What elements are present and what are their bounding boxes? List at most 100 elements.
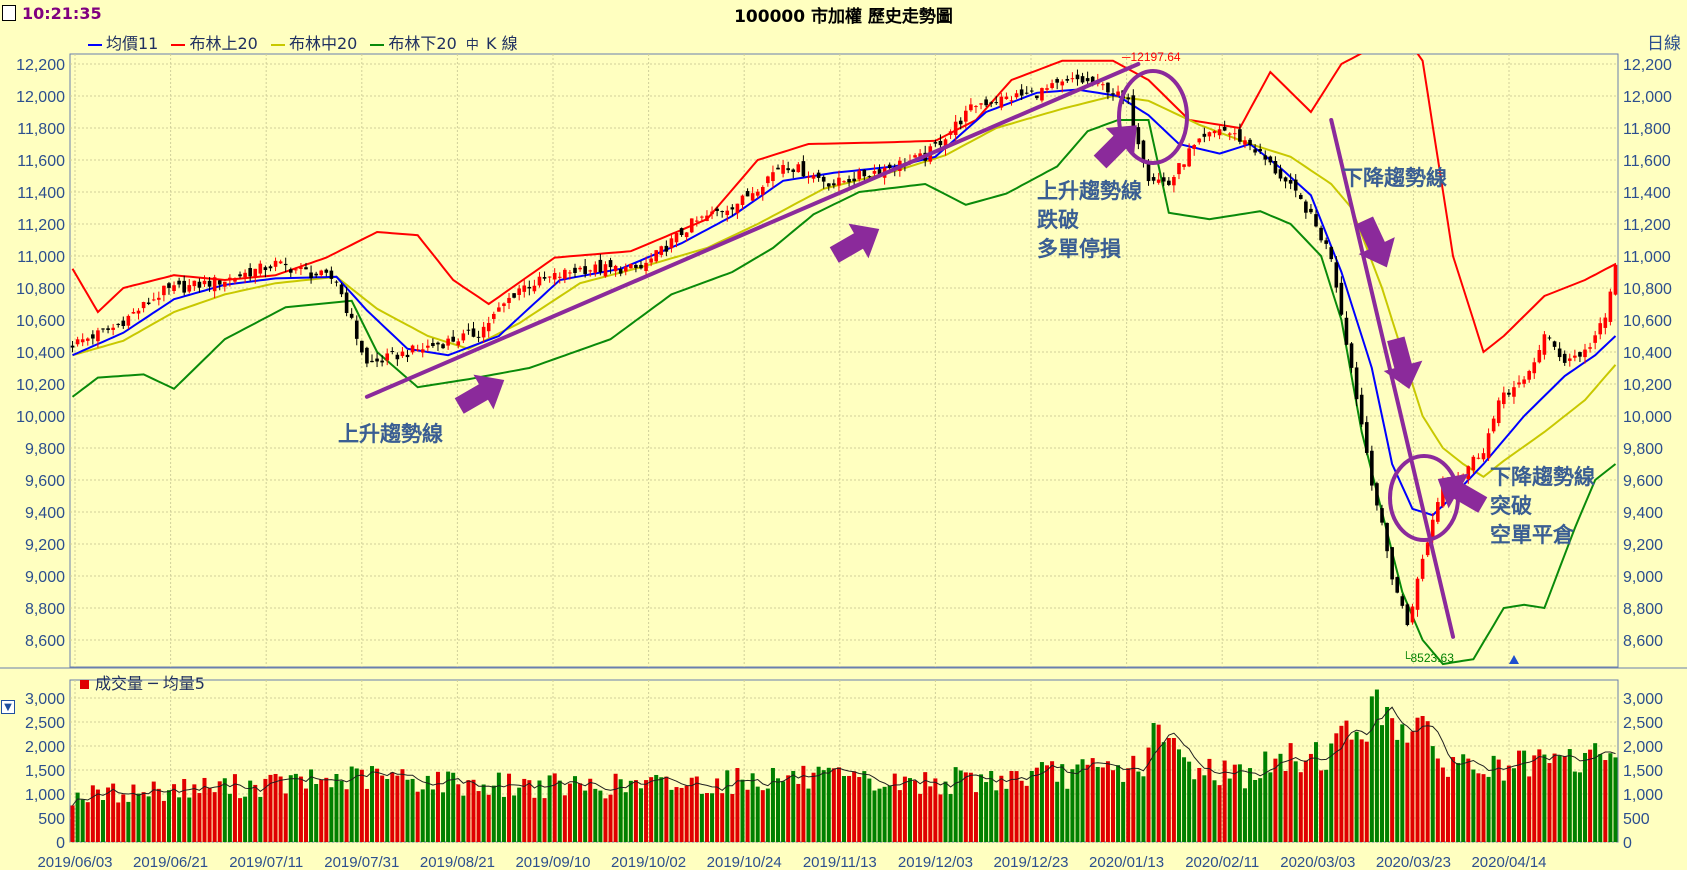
volume-bar: [669, 789, 674, 842]
candle-body: [1293, 179, 1298, 191]
volume-bar: [161, 800, 166, 842]
frequency-label[interactable]: 日線: [1647, 34, 1681, 54]
volume-bar: [1491, 755, 1496, 842]
candle-body: [700, 216, 704, 218]
candle-icon: 中: [465, 38, 479, 53]
volume-bar: [390, 772, 395, 842]
volume-bar: [1359, 739, 1364, 842]
candle-body: [832, 183, 836, 186]
candle-body: [776, 167, 780, 170]
candle-body: [121, 320, 126, 327]
candle-body: [1359, 394, 1364, 425]
window-icon[interactable]: [2, 5, 16, 21]
candle-body: [299, 267, 303, 269]
volume-bar: [415, 791, 420, 842]
annotation-break-line1: 上升趨勢線: [1037, 179, 1142, 203]
uptrend-arrow-1-shape: [454, 374, 505, 414]
volume-bar: [1176, 749, 1181, 842]
volume-bar: [872, 790, 877, 842]
candle-body: [1253, 149, 1257, 153]
legend-kline[interactable]: K 線: [485, 34, 518, 53]
candle-body: [877, 169, 882, 175]
candle-body: [618, 269, 623, 274]
candle-body: [1040, 88, 1044, 101]
volume-bar: [1588, 749, 1593, 842]
candle-body: [847, 179, 851, 183]
volume-bar: [1567, 749, 1572, 842]
candle-body: [745, 191, 750, 197]
volume-bar: [517, 787, 522, 842]
volume-bar: [984, 782, 989, 842]
candle-body: [1238, 129, 1242, 142]
candle-body: [1131, 95, 1136, 127]
volume-bar: [1227, 778, 1232, 842]
candle-body: [451, 336, 455, 342]
price-tick-label-right: 10,800: [1623, 281, 1672, 298]
volume-bar: [1329, 743, 1334, 842]
volume-bar: [730, 793, 735, 842]
volume-bar: [354, 768, 359, 842]
volume-bar: [1151, 723, 1156, 842]
candle-body: [867, 176, 872, 178]
volume-bar: [227, 793, 232, 842]
volume-bar: [1126, 768, 1131, 842]
candle-body: [1466, 466, 1471, 480]
candle-body: [811, 175, 816, 179]
volume-bar: [70, 805, 75, 842]
volume-bar: [1324, 769, 1329, 842]
candle-body: [1436, 502, 1440, 522]
candle-body: [857, 170, 862, 180]
volume-bar: [750, 773, 755, 842]
volume-bar: [1045, 765, 1050, 842]
candle-body: [263, 267, 268, 271]
volume-bar: [593, 788, 598, 842]
bollinger-lower-line: [71, 119, 1617, 666]
candle-body: [918, 153, 922, 158]
candle-body: [958, 120, 963, 125]
legend-bb-upper[interactable]: 布林上20: [163, 34, 258, 53]
volume-tick-label-right: 1,000: [1623, 787, 1663, 804]
price-tick-label-right: 9,600: [1623, 473, 1663, 490]
price-tick-label-right: 9,200: [1623, 537, 1663, 554]
volume-bar: [1400, 724, 1405, 842]
volume-bar: [334, 773, 339, 842]
candle-body: [395, 354, 400, 360]
candle-body: [233, 278, 237, 282]
volume-dropdown-button[interactable]: ▼: [1, 700, 15, 714]
volume-bar: [1070, 769, 1075, 842]
candle-body: [1349, 343, 1354, 368]
volume-tick-label-left: 2,500: [25, 715, 65, 732]
price-tick-label-right: 9,800: [1623, 441, 1663, 458]
uptrend-arrow-1: [454, 374, 505, 414]
uptrend-break-circle: [1117, 69, 1189, 165]
volume-legend: 成交量 ─ 均量5: [80, 670, 205, 694]
price-tick-label-right: 10,000: [1623, 409, 1672, 426]
volume-bar: [1471, 769, 1476, 842]
volume-bar: [902, 776, 907, 842]
volume-bar: [496, 772, 501, 842]
volume-bar: [710, 793, 715, 842]
volume-bar: [273, 773, 278, 842]
candle-body: [70, 345, 75, 348]
candle-body: [583, 266, 587, 274]
candle-body: [771, 172, 775, 182]
legend-bb-mid[interactable]: 布林中20: [263, 34, 357, 53]
candle-body: [938, 140, 943, 146]
candle-body: [1192, 145, 1197, 149]
legend-ma11[interactable]: 均價11: [80, 34, 158, 53]
candle-body: [329, 270, 334, 279]
legend-bb-lower[interactable]: 布林下20: [362, 34, 457, 53]
candle-body: [943, 139, 948, 149]
volume-bar: [192, 784, 197, 842]
volume-bar: [1435, 758, 1440, 842]
candle-body: [1502, 392, 1506, 405]
candle-body: [710, 211, 714, 215]
volume-bar: [557, 780, 562, 842]
volume-bar: [1532, 755, 1537, 842]
candle-body: [786, 168, 790, 171]
candle-body: [471, 328, 476, 337]
candle-body: [1354, 367, 1359, 400]
volume-bar: [1476, 773, 1481, 842]
volume-bar: [1451, 757, 1456, 842]
candle-body: [126, 315, 131, 326]
